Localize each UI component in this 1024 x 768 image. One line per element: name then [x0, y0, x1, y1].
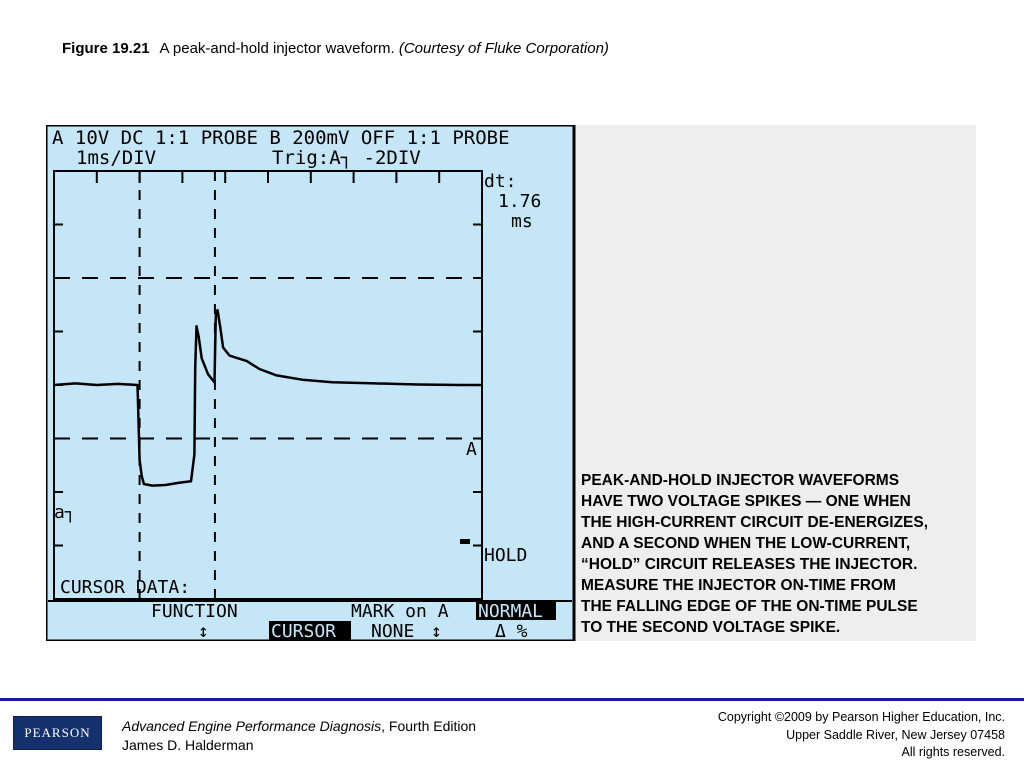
callout-line: PEAK-AND-HOLD INJECTOR WAVEFORMS	[581, 472, 899, 489]
book-author: James D. Halderman	[122, 737, 254, 753]
none-arrows-icon: ↕	[431, 621, 442, 641]
mark-on-a-label[interactable]: MARK on A	[351, 601, 449, 622]
dt-label: dt:	[484, 171, 517, 192]
cursor-button[interactable]: CURSOR	[271, 621, 336, 641]
copyright-line: Upper Saddle River, New Jersey 07458	[786, 727, 1005, 742]
book-title: Advanced Engine Performance Diagnosis	[122, 718, 382, 734]
dt-unit: ms	[511, 211, 533, 232]
figure-caption: Figure 19.21 A peak-and-hold injector wav…	[62, 40, 609, 57]
pearson-logo: PEARSON	[13, 716, 102, 750]
ground-marker: a┐	[54, 502, 76, 523]
callout-line: AND A SECOND WHEN THE LOW-CURRENT,	[581, 535, 910, 552]
scope-trigger: Trig:A┐ -2DIV	[272, 147, 421, 169]
figure-image: A 10V DC 1:1 PROBE B 200mV OFF 1:1 PROBE…	[46, 125, 976, 641]
none-label[interactable]: NONE	[371, 621, 414, 641]
cursor-data-label: CURSOR DATA:	[60, 577, 190, 598]
delta-percent-label[interactable]: Δ %	[495, 621, 528, 641]
book-edition: , Fourth Edition	[381, 718, 477, 734]
cursor-highlight	[269, 621, 351, 640]
copyright-line: All rights reserved.	[901, 745, 1005, 759]
callout-line: THE HIGH-CURRENT CIRCUIT DE-ENERGIZES,	[581, 514, 928, 531]
normal-button[interactable]: NORMAL	[478, 601, 543, 622]
copyright-block: Copyright ©2009 by Pearson Higher Educat…	[718, 709, 1005, 762]
figure-title: A peak-and-hold injector waveform.	[159, 40, 395, 57]
cursor-block	[460, 539, 470, 544]
logo-text: PEARSON	[24, 725, 91, 740]
function-arrows-icon: ↕	[198, 621, 209, 641]
function-label: FUNCTION	[151, 601, 238, 622]
callout-line: “HOLD” CIRCUIT RELEASES THE INJECTOR.	[581, 556, 917, 573]
scope-screen	[46, 125, 576, 641]
figure-number: Figure 19.21	[62, 40, 150, 57]
scope-timebase: 1ms/DIV	[76, 147, 156, 169]
scope-header-line1: A 10V DC 1:1 PROBE B 200mV OFF 1:1 PROBE	[52, 127, 510, 149]
oscilloscope-figure: A 10V DC 1:1 PROBE B 200mV OFF 1:1 PROBE…	[46, 125, 976, 641]
footer-divider	[0, 698, 1024, 701]
callout-line: HAVE TWO VOLTAGE SPIKES — ONE WHEN	[581, 493, 911, 510]
copyright-line: Copyright ©2009 by Pearson Higher Educat…	[717, 710, 1005, 724]
waveform-trace-a	[53, 308, 482, 487]
normal-highlight	[476, 601, 556, 620]
callout-line: THE FALLING EDGE OF THE ON-TIME PULSE	[581, 598, 918, 615]
figure-courtesy: (Courtesy of Fluke Corporation)	[398, 40, 609, 57]
callout-line: TO THE SECOND VOLTAGE SPIKE.	[581, 619, 840, 636]
callout-line: MEASURE THE INJECTOR ON-TIME FROM	[581, 577, 896, 594]
hold-indicator: HOLD	[484, 545, 527, 566]
trace-a-marker: A	[466, 439, 477, 460]
callout-text: PEAK-AND-HOLD INJECTOR WAVEFORMS HAVE TW…	[581, 472, 928, 636]
cursor-lines	[138, 171, 216, 599]
dt-value: 1.76	[498, 191, 541, 212]
book-credit: Advanced Engine Performance Diagnosis, F…	[122, 717, 476, 755]
